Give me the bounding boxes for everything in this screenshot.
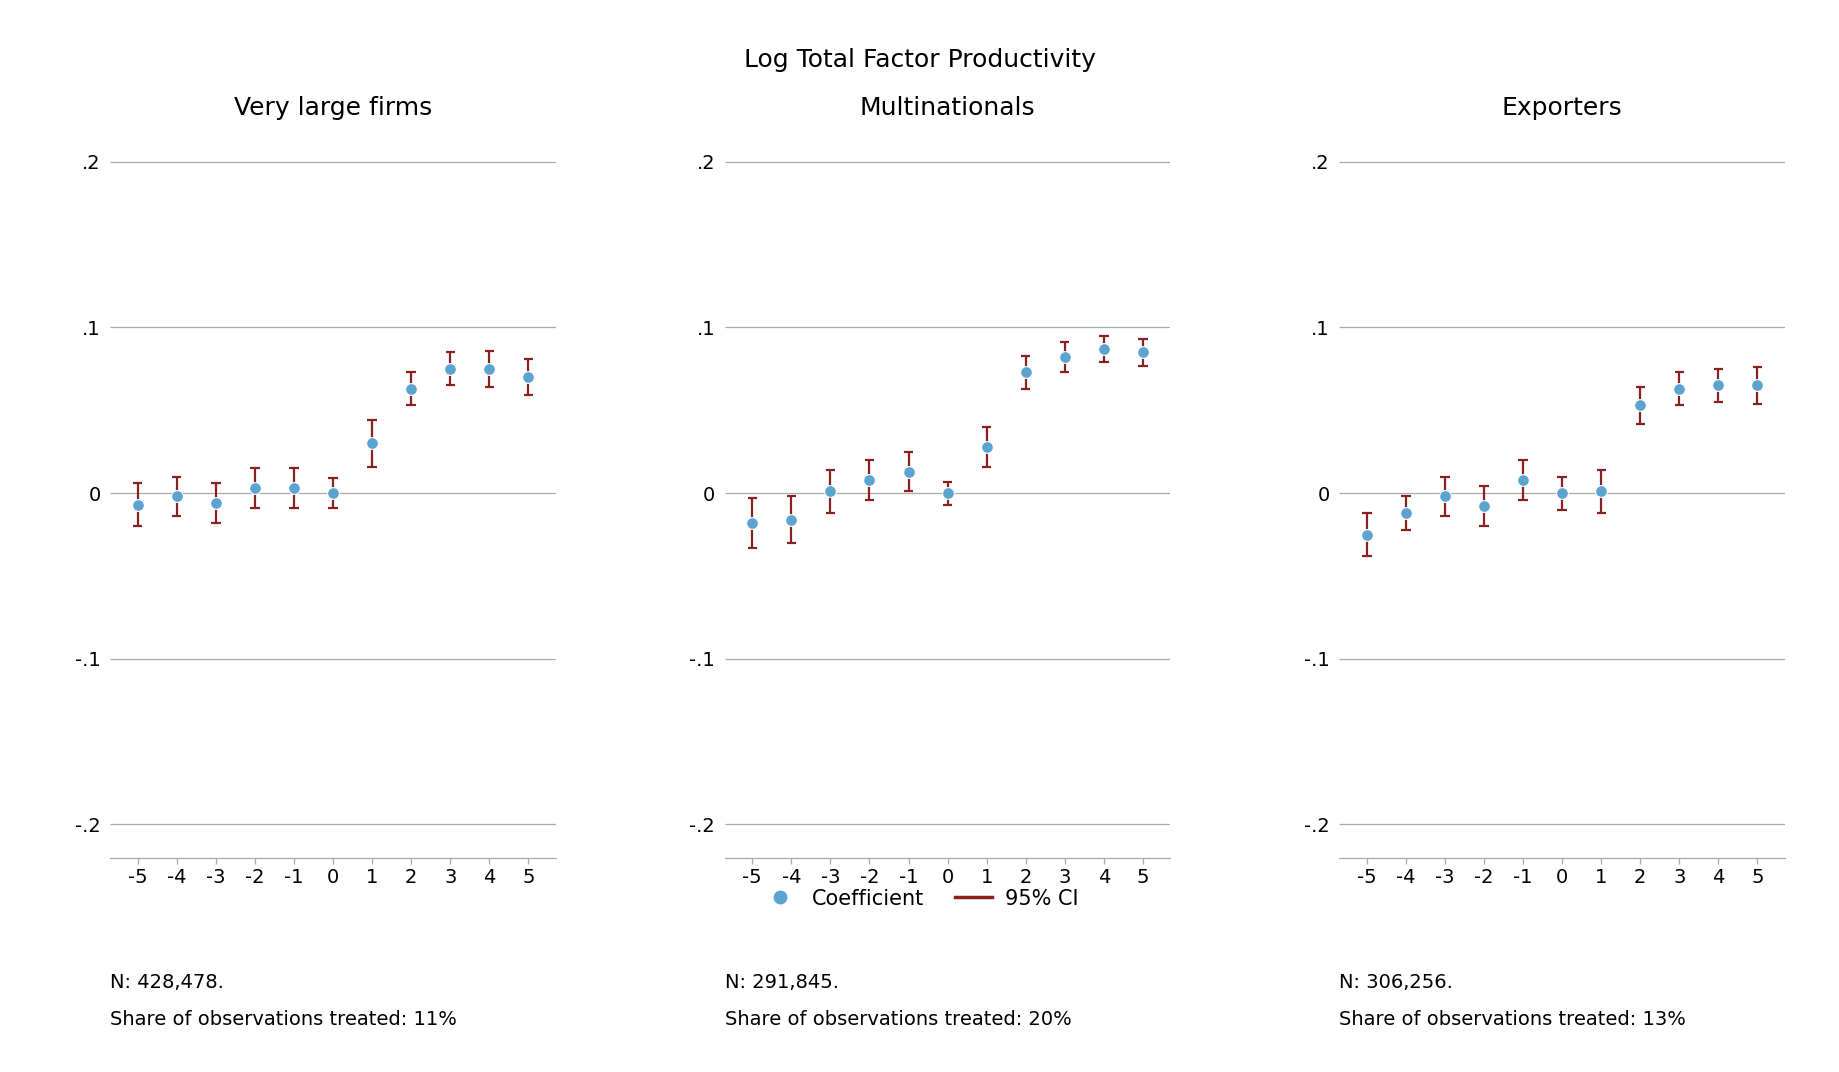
Point bbox=[1469, 497, 1499, 515]
Point bbox=[1429, 488, 1458, 505]
Point bbox=[436, 360, 465, 377]
Point bbox=[1742, 377, 1771, 394]
Text: Share of observations treated: 20%: Share of observations treated: 20% bbox=[725, 1010, 1070, 1029]
Point bbox=[894, 463, 923, 480]
Title: Very large firms: Very large firms bbox=[234, 95, 432, 120]
Title: Multinationals: Multinationals bbox=[859, 95, 1035, 120]
Point bbox=[971, 438, 1000, 456]
Point bbox=[815, 482, 844, 500]
Point bbox=[855, 472, 885, 489]
Point bbox=[1127, 344, 1157, 361]
Point bbox=[1585, 482, 1615, 500]
Point bbox=[1547, 485, 1576, 502]
Point bbox=[1352, 526, 1381, 544]
Point bbox=[1703, 377, 1732, 394]
Text: Share of observations treated: 11%: Share of observations treated: 11% bbox=[110, 1010, 458, 1029]
Text: N: 306,256.: N: 306,256. bbox=[1339, 972, 1453, 992]
Point bbox=[395, 381, 425, 398]
Point bbox=[474, 360, 504, 377]
Point bbox=[932, 485, 962, 502]
Point bbox=[1624, 397, 1653, 414]
Point bbox=[1664, 381, 1694, 398]
Text: Log Total Factor Productivity: Log Total Factor Productivity bbox=[743, 48, 1096, 72]
Point bbox=[200, 494, 230, 511]
Point bbox=[1390, 505, 1420, 522]
Text: Share of observations treated: 13%: Share of observations treated: 13% bbox=[1339, 1010, 1685, 1029]
Point bbox=[1010, 363, 1039, 381]
Point bbox=[318, 485, 348, 502]
Point bbox=[1508, 472, 1537, 489]
Text: N: 428,478.: N: 428,478. bbox=[110, 972, 224, 992]
Point bbox=[123, 496, 153, 513]
Point bbox=[737, 515, 767, 532]
Legend: Coefficient, 95% CI: Coefficient, 95% CI bbox=[752, 880, 1087, 917]
Title: Exporters: Exporters bbox=[1501, 95, 1622, 120]
Point bbox=[162, 488, 191, 505]
Point bbox=[1089, 341, 1118, 358]
Point bbox=[241, 479, 270, 496]
Point bbox=[513, 369, 543, 386]
Point bbox=[776, 511, 805, 528]
Text: N: 291,845.: N: 291,845. bbox=[725, 972, 839, 992]
Point bbox=[1050, 348, 1079, 366]
Point bbox=[280, 479, 309, 496]
Point bbox=[357, 435, 386, 452]
